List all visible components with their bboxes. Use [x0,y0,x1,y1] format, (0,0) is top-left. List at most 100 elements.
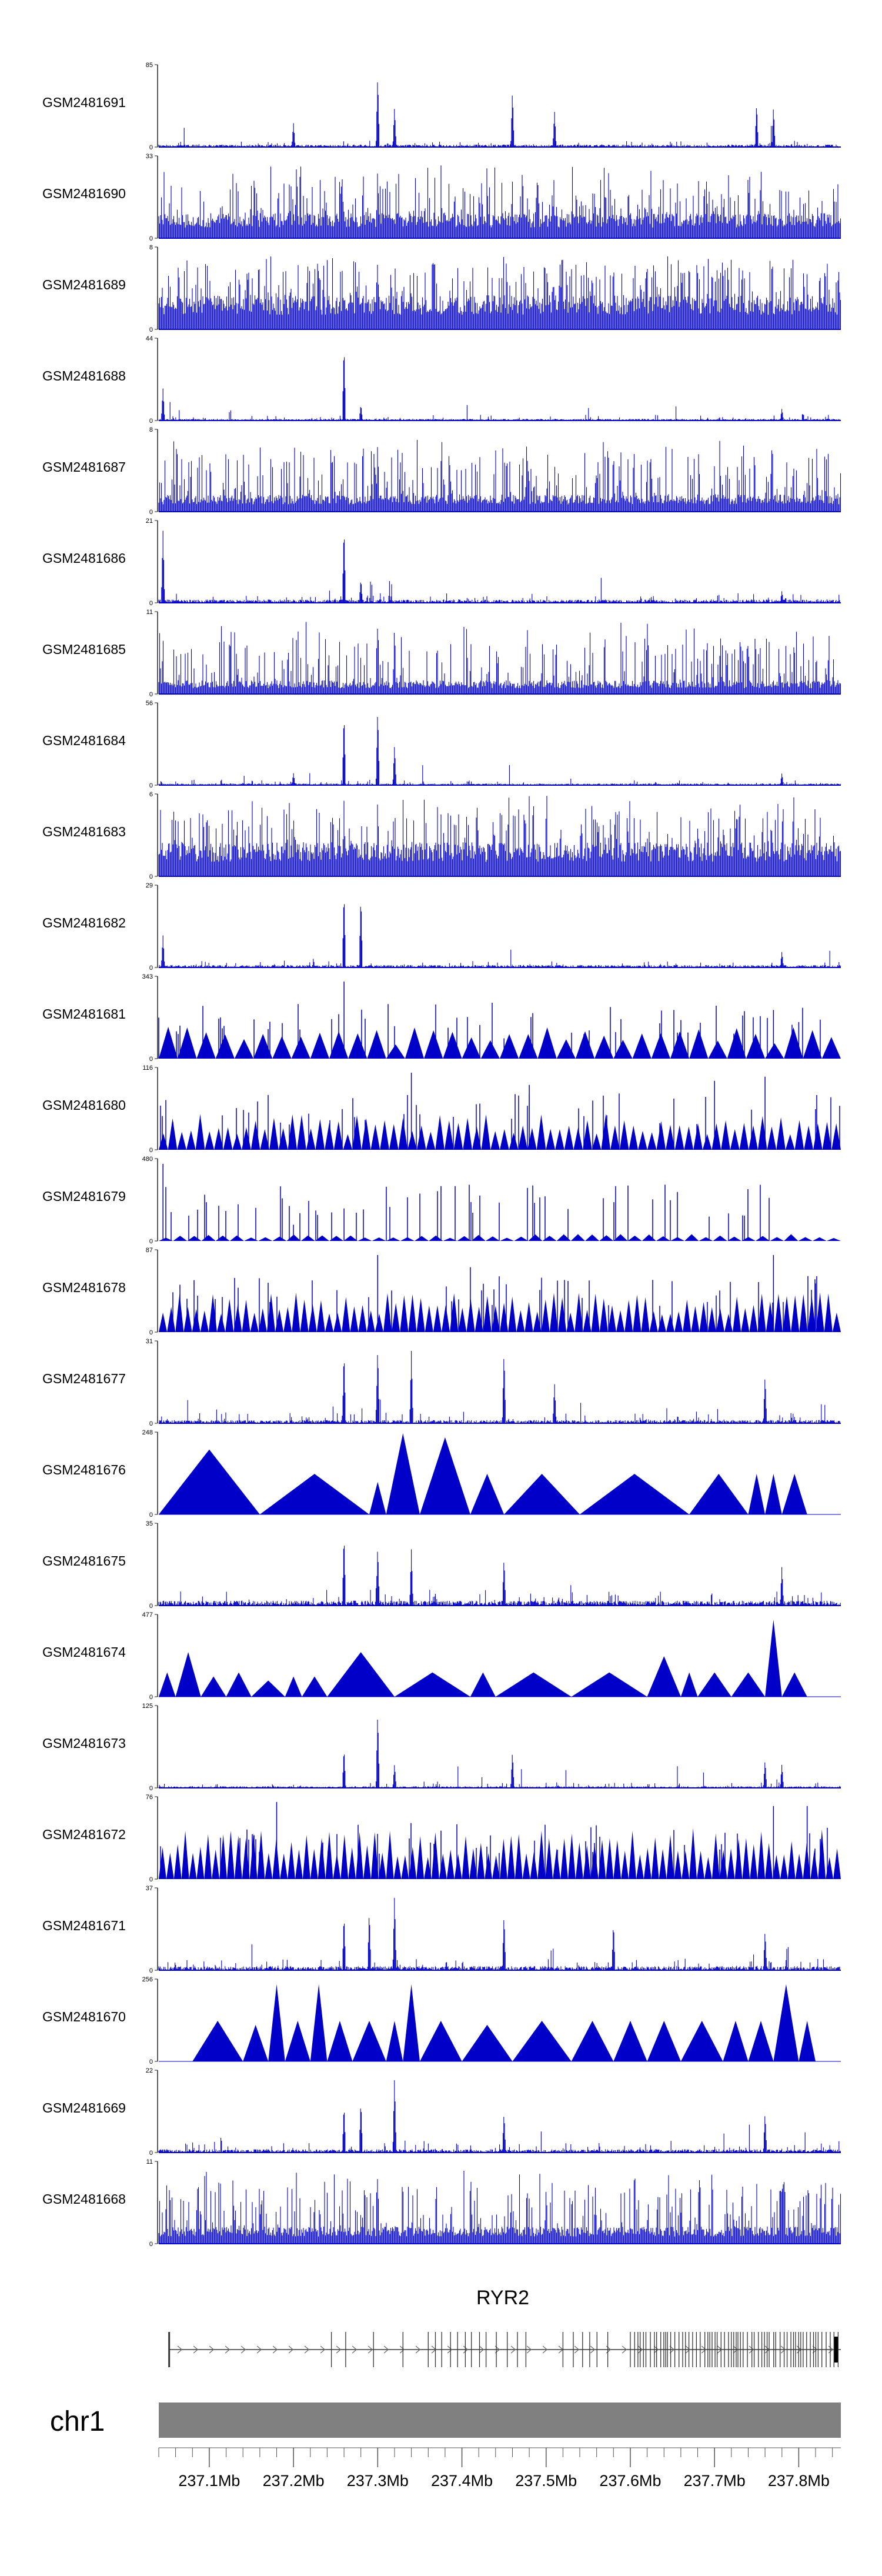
signal-peak [475,1306,483,1332]
signal-peak [234,1836,242,1879]
signal-peak [500,1838,507,1879]
signal-peak [530,1851,538,1879]
signal-peak [429,1235,443,1241]
y-max-label: 44 [146,335,153,342]
signal-peak [403,1984,420,2061]
signal-peak [469,1848,477,1879]
signal-peak [435,1115,445,1150]
signal-peak [420,2021,462,2061]
signal-peak [783,1296,791,1332]
signal-peak [234,1039,254,1059]
track-label: GSM2481678 [42,1280,126,1295]
signal-peak [699,1237,713,1241]
signal-peak [300,1299,309,1332]
chromosome-label: chr1 [50,2406,105,2437]
signal-peak [651,1837,659,1879]
signal-peak [708,1040,727,1059]
y-zero-label: 0 [149,782,153,789]
signal-peak [741,1237,756,1241]
signal-peak [433,1305,442,1332]
track-GSM2481674: GSM2481674 477 0 [42,1611,841,1701]
signal-peak [704,1857,712,1879]
signal-peak [159,1312,168,1332]
signal-peak [684,1126,694,1150]
signal-peak [285,2021,310,2061]
signal-peak [643,1848,652,1879]
signal-trace [158,717,841,785]
signal-peak [358,1304,367,1332]
signal-peak [175,1652,201,1697]
signal-peak [787,1841,796,1879]
signal-peak [683,1299,691,1332]
signal-peak [798,1237,813,1241]
signal-peak [343,1134,353,1150]
signal-peak [275,1309,284,1332]
signal-peak [598,1840,606,1879]
y-zero-label: 0 [149,1511,153,1519]
signal-peak [201,1676,226,1697]
y-max-label: 56 [146,700,153,707]
track-GSM2481669: GSM2481669 22 0 [42,2067,841,2157]
signal-peak [558,1297,567,1332]
chromosome-ideogram: chr1 [50,2403,841,2438]
signal-peak [463,1117,472,1150]
signal-peak [491,1306,500,1332]
signal-peak [416,1125,426,1150]
signal-peak [785,1134,795,1150]
tick-label: 237.4Mb [431,2472,493,2490]
signal-peak [619,1120,629,1150]
signal-peak [358,1237,372,1241]
signal-peak [571,2021,614,2061]
signal-peak [570,1234,585,1241]
signal-peak [495,1672,572,1697]
signal-peak [749,1304,758,1332]
y-max-label: 11 [146,609,153,616]
y-zero-label: 0 [149,691,153,698]
track-GSM2481676: GSM2481676 248 0 [42,1429,841,1519]
signal-peak [599,1235,614,1241]
signal-peak [739,1123,749,1150]
track-GSM2481682: GSM2481682 29 0 [42,882,841,972]
tick-label: 237.6Mb [599,2472,661,2490]
track-label: GSM2481686 [42,550,126,566]
signal-peak [470,1672,496,1697]
signal-peak [666,1834,674,1879]
y-zero-label: 0 [149,144,153,151]
signal-peak [542,1236,557,1241]
signal-peak [223,1127,233,1150]
signal-peak [500,1303,509,1332]
signal-peak [183,1307,192,1332]
signal-peak [367,1030,386,1059]
signal-peak [711,1123,721,1150]
signal-peak [757,1831,766,1879]
signal-peak [500,1034,519,1059]
signal-peak [442,1304,450,1332]
signal-peak [730,1129,740,1150]
track-GSM2481677: GSM2481677 31 0 [42,1338,841,1427]
track-label: GSM2481685 [42,642,126,657]
track-GSM2481681: GSM2481681 343 0 [42,973,841,1063]
signal-peak [629,1125,639,1150]
signal-peak [607,1305,616,1332]
signal-peak [748,1474,766,1514]
signal-peak [699,1302,708,1332]
signal-peak [361,1118,371,1150]
signal-peak [746,1033,766,1059]
signal-peak [781,1672,807,1697]
y-zero-label: 0 [149,1056,153,1063]
signal-peak [462,1037,481,1059]
signal-peak [575,1031,595,1059]
signal-peak [310,1984,328,2061]
signal-peak [257,1830,265,1879]
signal-peak [159,1026,178,1059]
signal-spikes [172,1254,817,1332]
signal-peak [724,1313,733,1332]
signal-peak [691,1306,700,1332]
track-label: GSM2481687 [42,459,126,475]
signal-peak [291,1036,310,1059]
signal-peak [765,1474,782,1514]
signal-peak [259,1474,369,1514]
signal-peak [318,1837,326,1879]
signal-peak [580,1474,690,1514]
y-max-label: 248 [142,1429,153,1436]
